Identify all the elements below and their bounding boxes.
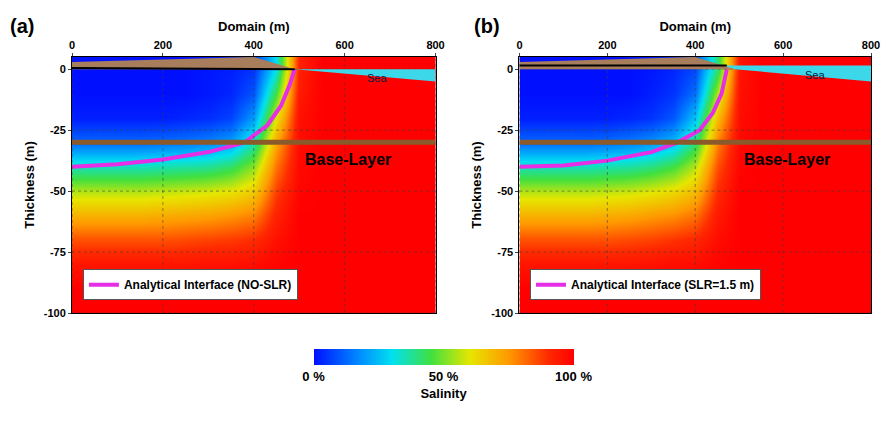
svg-text:-100: -100 bbox=[491, 307, 513, 319]
svg-text:800: 800 bbox=[426, 39, 444, 51]
svg-text:200: 200 bbox=[598, 39, 616, 51]
svg-text:Domain (m): Domain (m) bbox=[218, 19, 290, 34]
svg-text:0 %: 0 % bbox=[302, 369, 325, 384]
svg-text:Base-Layer: Base-Layer bbox=[744, 151, 830, 168]
svg-text:0: 0 bbox=[60, 63, 66, 75]
svg-text:-75: -75 bbox=[497, 246, 513, 258]
svg-text:0: 0 bbox=[507, 63, 513, 75]
svg-text:Salinity: Salinity bbox=[420, 386, 467, 401]
svg-text:-75: -75 bbox=[50, 246, 66, 258]
svg-text:Base-Layer: Base-Layer bbox=[305, 151, 391, 168]
svg-text:Analytical Interface (NO-SLR): Analytical Interface (NO-SLR) bbox=[124, 278, 291, 292]
svg-text:Sea: Sea bbox=[805, 69, 825, 81]
svg-text:0: 0 bbox=[516, 39, 522, 51]
svg-text:Thickness (m): Thickness (m) bbox=[469, 141, 484, 228]
svg-text:200: 200 bbox=[154, 39, 172, 51]
svg-text:Sea: Sea bbox=[367, 72, 387, 84]
svg-text:Thickness (m): Thickness (m) bbox=[22, 141, 37, 228]
svg-text:600: 600 bbox=[774, 39, 792, 51]
svg-text:400: 400 bbox=[245, 39, 263, 51]
svg-text:-100: -100 bbox=[44, 307, 66, 319]
svg-text:-50: -50 bbox=[50, 185, 66, 197]
svg-text:800: 800 bbox=[862, 39, 880, 51]
svg-text:Domain (m): Domain (m) bbox=[659, 19, 731, 34]
svg-text:Analytical Interface (SLR=1.5: Analytical Interface (SLR=1.5 m) bbox=[571, 278, 754, 292]
svg-text:100 %: 100 % bbox=[555, 369, 592, 384]
svg-text:400: 400 bbox=[686, 39, 704, 51]
svg-text:-50: -50 bbox=[497, 185, 513, 197]
svg-text:0: 0 bbox=[69, 39, 75, 51]
svg-text:50 %: 50 % bbox=[429, 369, 459, 384]
svg-text:-25: -25 bbox=[497, 124, 513, 136]
svg-text:(b): (b) bbox=[474, 15, 500, 37]
svg-text:(a): (a) bbox=[10, 15, 34, 37]
svg-text:600: 600 bbox=[335, 39, 353, 51]
svg-text:-25: -25 bbox=[50, 124, 66, 136]
